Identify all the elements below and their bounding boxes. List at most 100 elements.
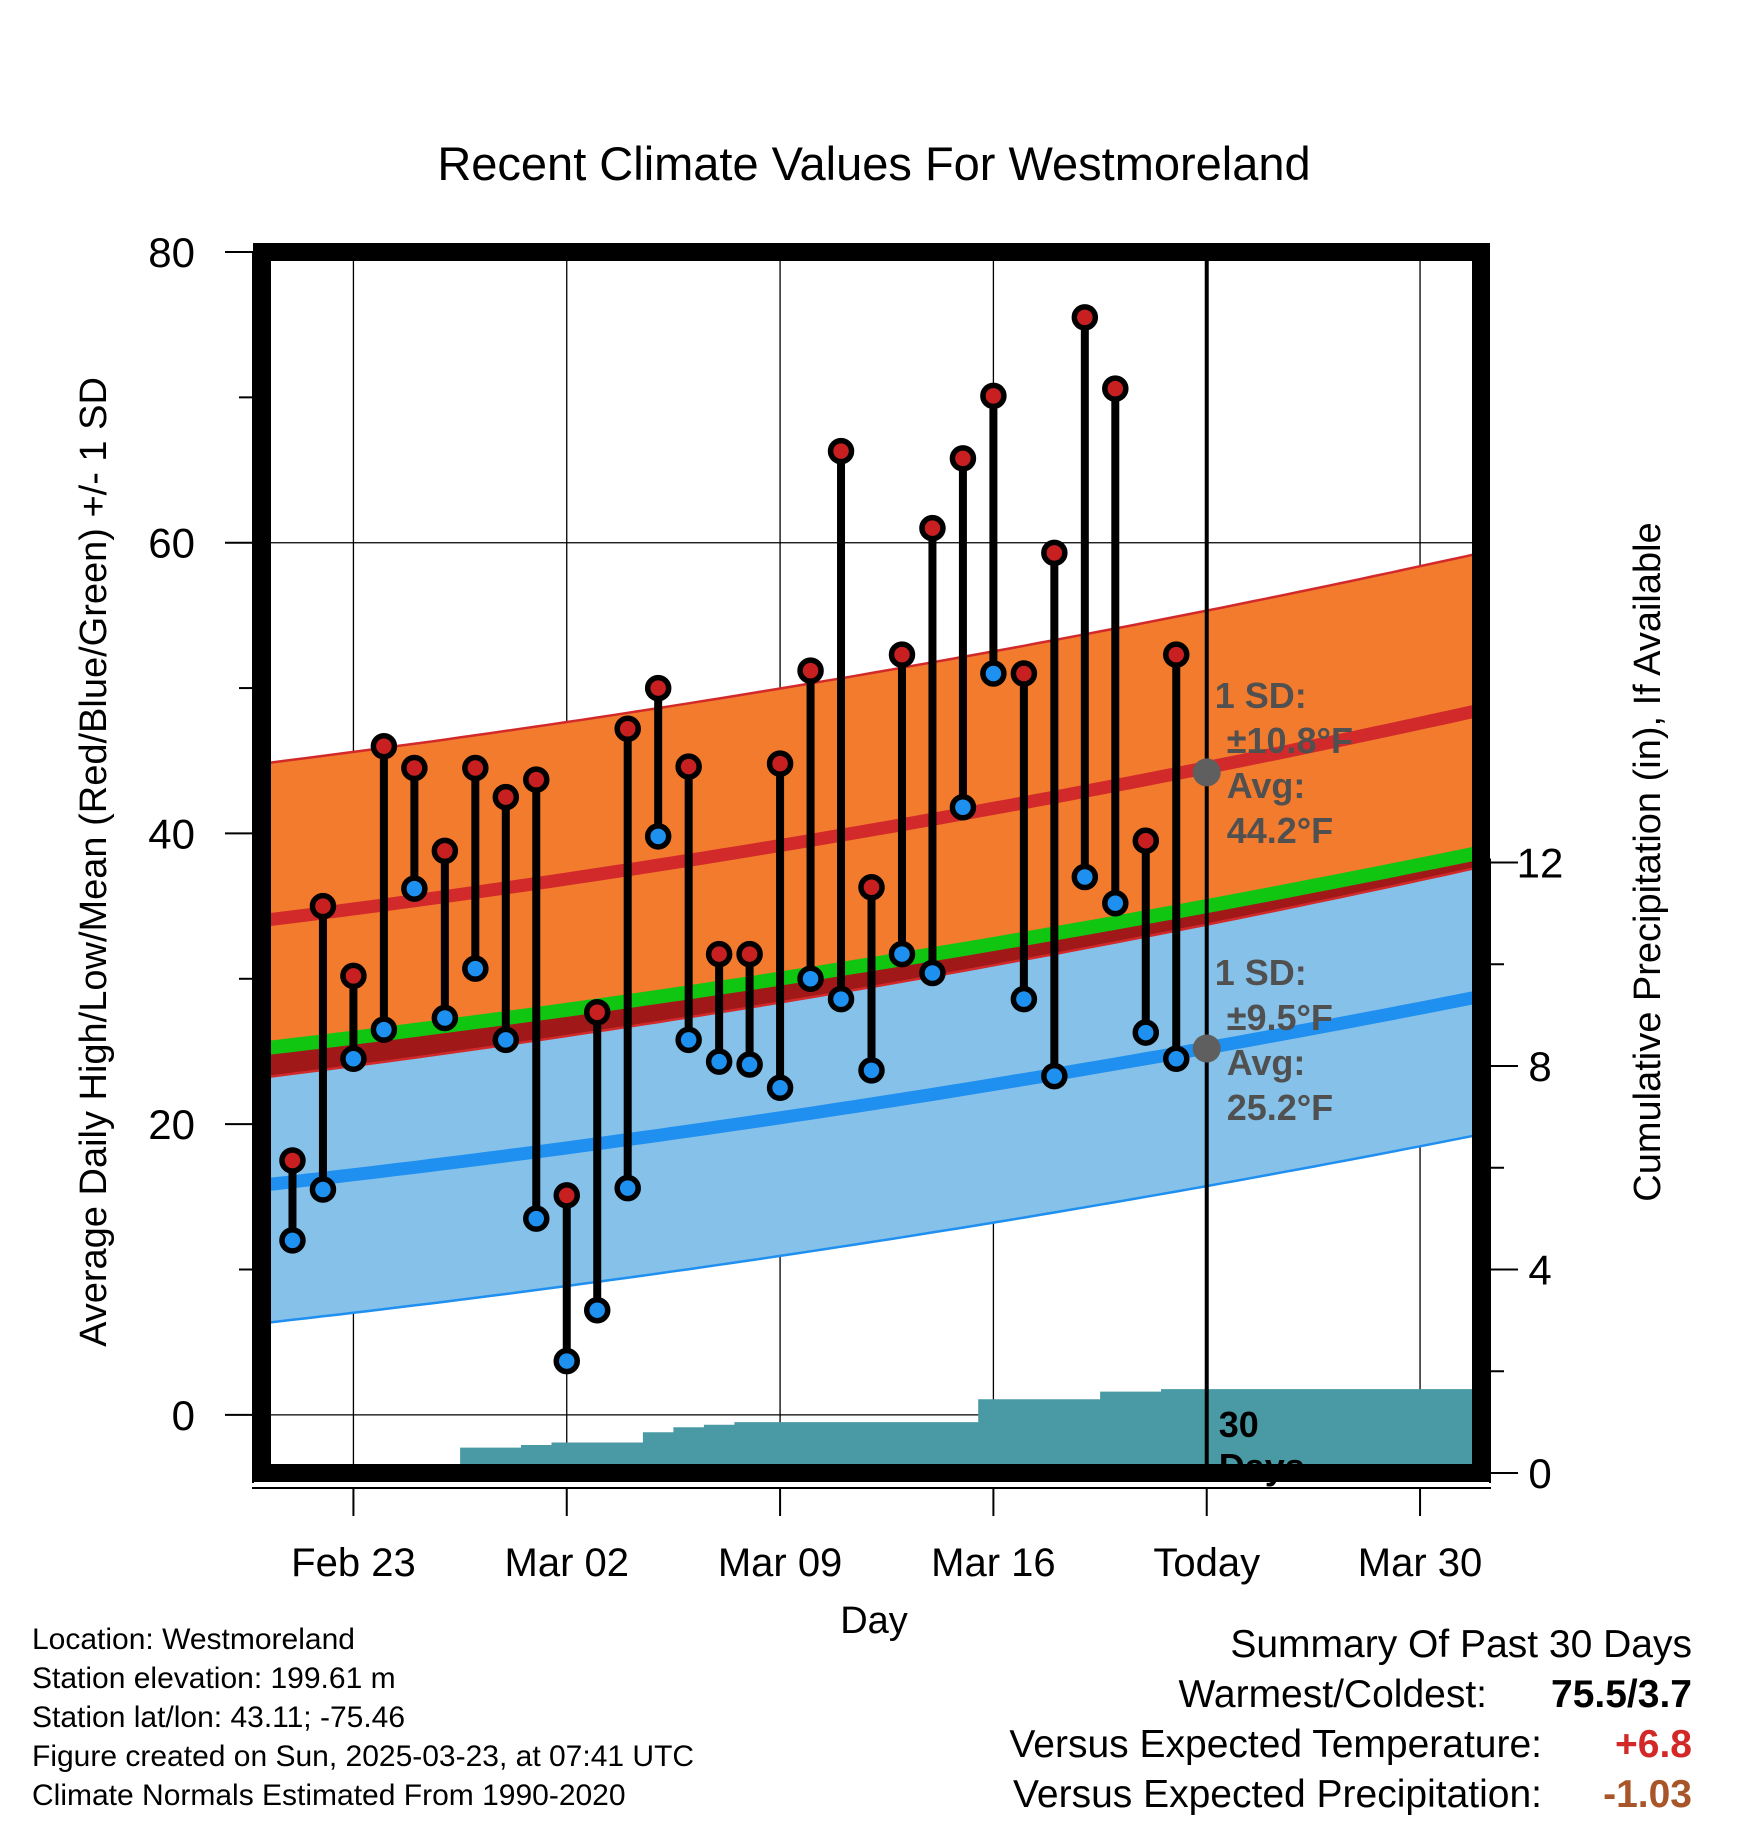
y2-axis-label: Cumulative Precipitation (in), If Availa…	[1627, 522, 1669, 1201]
x-tick-label: Mar 09	[718, 1541, 843, 1585]
y-tick-label: 80	[148, 229, 195, 276]
precip-anomaly-label: Versus Expected Precipitation:	[1013, 1773, 1542, 1816]
daily-low-point	[1132, 1019, 1160, 1046]
created-text: Figure created on Sun, 2025-03-23, at 07…	[32, 1740, 695, 1773]
daily-low-point	[279, 1227, 306, 1254]
daily-low-point	[949, 794, 977, 821]
y2-tick-label: 8	[1528, 1043, 1551, 1090]
station-info: Location: Westmoreland Station elevation…	[32, 1620, 694, 1815]
daily-high-point	[858, 873, 885, 901]
normal-high-line	[261, 703, 1483, 928]
daily-low-point	[675, 1026, 702, 1054]
x-axis-label: Day	[840, 1600, 908, 1642]
y-axis-right: 0 4 8 12	[1489, 840, 1564, 1497]
daily-low-point	[888, 940, 916, 968]
daily-high-point	[523, 766, 550, 793]
daily-high-point	[1071, 304, 1099, 331]
normal-high-annotation: ±10.8°F	[1227, 720, 1353, 761]
normal-high-annotation: 44.2°F	[1227, 810, 1333, 851]
precip-anomaly-value: -1.03	[1603, 1773, 1692, 1816]
y2-tick-label: 0	[1528, 1450, 1551, 1497]
daily-high-point	[462, 754, 489, 782]
daily-low-point	[644, 823, 672, 850]
daily-high-point	[1041, 539, 1068, 567]
summary-title: Summary Of Past 30 Days	[1230, 1623, 1692, 1666]
daily-high-point	[492, 783, 520, 811]
warmest-coldest-value: 75.5/3.7	[1551, 1673, 1692, 1716]
daily-low-point	[1041, 1062, 1068, 1090]
plot-frame	[253, 243, 1490, 1482]
y2-tick-label: 4	[1528, 1247, 1551, 1294]
daily-high-point	[705, 940, 733, 968]
daily-observations	[279, 304, 1190, 1375]
chart-title: Recent Climate Values For Westmoreland	[437, 137, 1310, 190]
daily-high-point	[919, 514, 946, 542]
daily-low-point	[1102, 889, 1129, 917]
plot-border	[253, 243, 1490, 1482]
daily-high-point	[675, 753, 702, 780]
normal-low-line	[261, 989, 1483, 1192]
daily-low-point	[583, 1296, 611, 1324]
band-edge	[261, 551, 1482, 765]
y-tick-label: 40	[148, 810, 195, 857]
daily-high-point	[1132, 827, 1160, 854]
daily-low-point	[340, 1045, 367, 1072]
normal-high-annotation: 1 SD:	[1215, 675, 1307, 716]
daily-low-point	[370, 1016, 398, 1043]
daily-high-point	[888, 641, 916, 668]
y-axis-left: 0 20 40 60 80	[148, 229, 254, 1483]
y2-tick-label: 12	[1517, 840, 1564, 887]
daily-high-point	[797, 657, 824, 684]
daily-high-point	[309, 892, 337, 920]
y-axis-label: Average Daily High/Low/Mean (Red/Blue/Gr…	[73, 377, 115, 1347]
daily-high-point	[1010, 660, 1038, 687]
precip-anomaly-row: Versus Expected Precipitation: -1.03	[792, 1770, 1692, 1820]
daily-high-point	[583, 998, 611, 1026]
daily-low-point	[705, 1048, 733, 1075]
normal-low-annotation: ±9.5°F	[1227, 997, 1333, 1038]
x-tick-label: Feb 23	[291, 1541, 416, 1585]
daily-low-point	[736, 1051, 763, 1078]
daily-low-point	[827, 985, 855, 1013]
daily-low-point	[401, 875, 428, 902]
daily-high-point	[980, 382, 1007, 410]
daily-high-point	[827, 437, 855, 465]
daily-low-point	[1071, 863, 1099, 891]
temp-anomaly-row: Versus Expected Temperature: +6.8	[792, 1720, 1692, 1770]
x-tick-label: Mar 16	[931, 1541, 1056, 1585]
warmest-coldest-row: Warmest/Coldest: 75.5/3.7	[792, 1670, 1692, 1720]
location-text: Location: Westmoreland	[32, 1623, 355, 1656]
daily-low-point	[1010, 985, 1038, 1013]
normal-low-annotation: Avg:	[1227, 1042, 1306, 1083]
daily-high-point	[370, 732, 398, 760]
daily-low-point	[980, 660, 1007, 687]
x-tick-label: Mar 30	[1358, 1541, 1483, 1585]
daily-low-point	[797, 965, 824, 993]
precip-cumulative-area	[277, 1389, 1482, 1473]
x-tick-label: Mar 02	[505, 1541, 630, 1585]
precip-label-line: 30	[1219, 1404, 1259, 1445]
summary-panel: Summary Of Past 30 Days Warmest/Coldest:…	[792, 1620, 1692, 1820]
temp-anomaly-value: +6.8	[1615, 1723, 1692, 1766]
daily-low-point	[1163, 1045, 1190, 1072]
daily-high-point	[401, 754, 428, 782]
y-tick-label: 0	[172, 1392, 195, 1439]
band-edge	[261, 1133, 1482, 1325]
elevation-text: Station elevation: 199.61 m	[32, 1662, 396, 1695]
x-axis: Feb 23 Mar 02 Mar 09 Mar 16 Today Mar 30	[252, 1487, 1491, 1585]
today-normal-low-point	[1192, 1034, 1221, 1063]
daily-high-point	[1102, 375, 1129, 402]
daily-low-point	[431, 1004, 459, 1032]
daily-low-point	[858, 1057, 885, 1084]
daily-low-point	[309, 1176, 337, 1203]
temp-anomaly-label: Versus Expected Temperature:	[1009, 1723, 1542, 1766]
daily-low-point	[919, 959, 946, 987]
daily-high-point	[553, 1182, 580, 1209]
y-tick-label: 60	[148, 520, 195, 567]
x-tick-label: Today	[1153, 1541, 1260, 1585]
normal-low-annotation: 1 SD:	[1215, 952, 1307, 993]
latlon-text: Station lat/lon: 43.11; -75.46	[32, 1701, 406, 1734]
daily-low-point	[553, 1347, 580, 1375]
daily-high-point	[614, 715, 641, 743]
